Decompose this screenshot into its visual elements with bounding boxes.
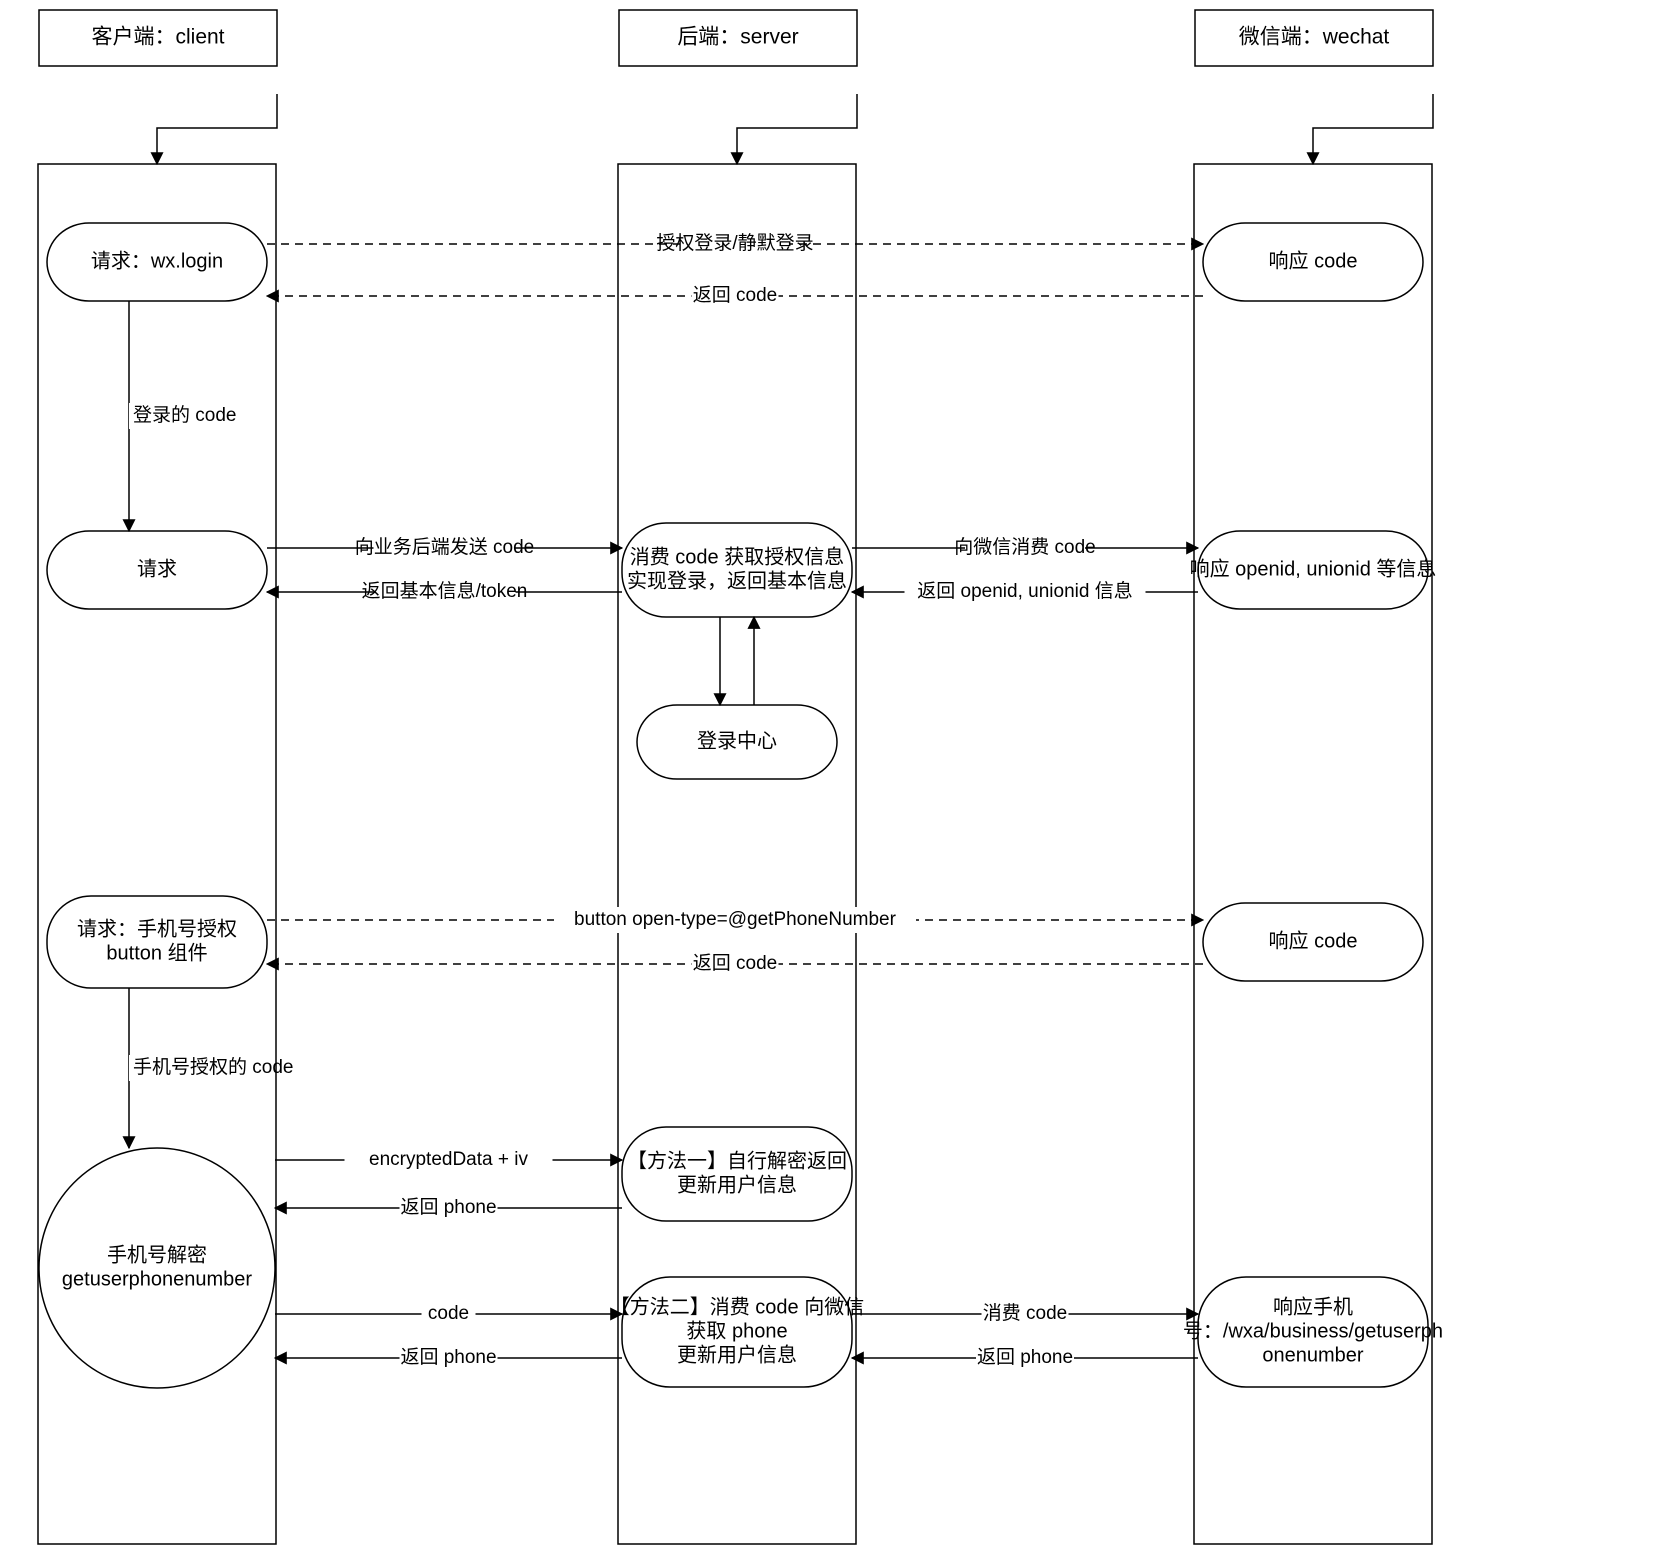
node-s1: 消费 code 获取授权信息实现登录，返回基本信息 [622,523,852,617]
node-w4-line-0: 响应手机 [1273,1295,1353,1318]
edge-e10-label: 返回 code [693,952,777,974]
edge-e3-label: 登录的 code [133,404,236,426]
edge-hd3 [1313,94,1433,164]
edge-e12-label: encryptedData + iv [369,1149,528,1170]
node-c4-line-1: getuserphonenumber [62,1268,252,1290]
node-w2: 响应 openid, unionid 等信息 [1190,531,1437,609]
edge-e14-label: code [428,1303,469,1324]
lane-header-label-wechat: 微信端：wechat [1239,26,1390,49]
node-s4: 【方法二】消费 code 向微信获取 phone更新用户信息 [610,1277,864,1387]
node-w3: 响应 code [1203,903,1423,981]
edge-e9-label: button open-type=@getPhoneNumber [574,909,897,930]
edge-e1-label: 授权登录/静默登录 [656,232,813,254]
edge-e16-label: 消费 code [983,1302,1067,1324]
node-s4-line-2: 更新用户信息 [677,1343,797,1366]
lane-header-label-server: 后端：server [677,26,798,49]
node-s4-line-0: 【方法二】消费 code 向微信 [610,1295,864,1318]
node-s3: 【方法一】自行解密返回更新用户信息 [622,1127,852,1221]
edge-e17-label: 返回 phone [977,1346,1073,1368]
node-s1-line-1: 实现登录，返回基本信息 [627,569,847,592]
edge-e15-label: 返回 phone [400,1346,496,1368]
edge-hd2 [737,94,857,164]
edge-e6-label: 向微信消费 code [954,536,1095,558]
node-w2-line-0: 响应 openid, unionid 等信息 [1190,557,1437,580]
sequence-diagram: 客户端：client 后端：server 微信端：wechat 请求：wx.login… [0,0,1680,1566]
node-s4-line-1: 获取 phone [686,1319,787,1342]
node-c4-line-0: 手机号解密 [107,1243,207,1266]
node-c1-line-0: 请求：wx.login [91,249,223,272]
node-w4-line-2: onenumber [1262,1344,1364,1366]
lane-header-label-client: 客户端：client [91,26,224,49]
node-s2: 登录中心 [637,705,837,779]
node-w4: 响应手机号：/wxa/business/getuserphonenumber [1183,1277,1443,1387]
edge-hd1 [157,94,277,164]
node-w1-line-0: 响应 code [1269,249,1358,272]
node-c3: 请求：手机号授权button 组件 [47,896,267,988]
node-s3-line-0: 【方法一】自行解密返回 [627,1149,847,1172]
node-c3-line-1: button 组件 [106,941,207,964]
node-s3-line-1: 更新用户信息 [677,1173,797,1196]
node-c4: 手机号解密getuserphonenumber [39,1148,275,1388]
node-c2-line-0: 请求 [137,557,177,580]
node-s1-line-0: 消费 code 获取授权信息 [630,545,844,568]
node-s2-line-0: 登录中心 [697,729,777,752]
node-w1: 响应 code [1203,223,1423,301]
node-w3-line-0: 响应 code [1269,929,1358,952]
node-c2: 请求 [47,531,267,609]
edge-e7-label: 返回 openid, unionid 信息 [917,580,1132,602]
edge-e13-label: 返回 phone [400,1196,496,1218]
edge-e4-label: 向业务后端发送 code [355,536,534,558]
edge-e2-label: 返回 code [693,284,777,306]
edge-e5-label: 返回基本信息/token [362,580,528,602]
edge-e11-label: 手机号授权的 code [133,1056,293,1078]
node-c1: 请求：wx.login [47,223,267,301]
node-c3-line-0: 请求：手机号授权 [77,917,237,940]
node-w4-line-1: 号：/wxa/business/getuserph [1183,1320,1443,1342]
